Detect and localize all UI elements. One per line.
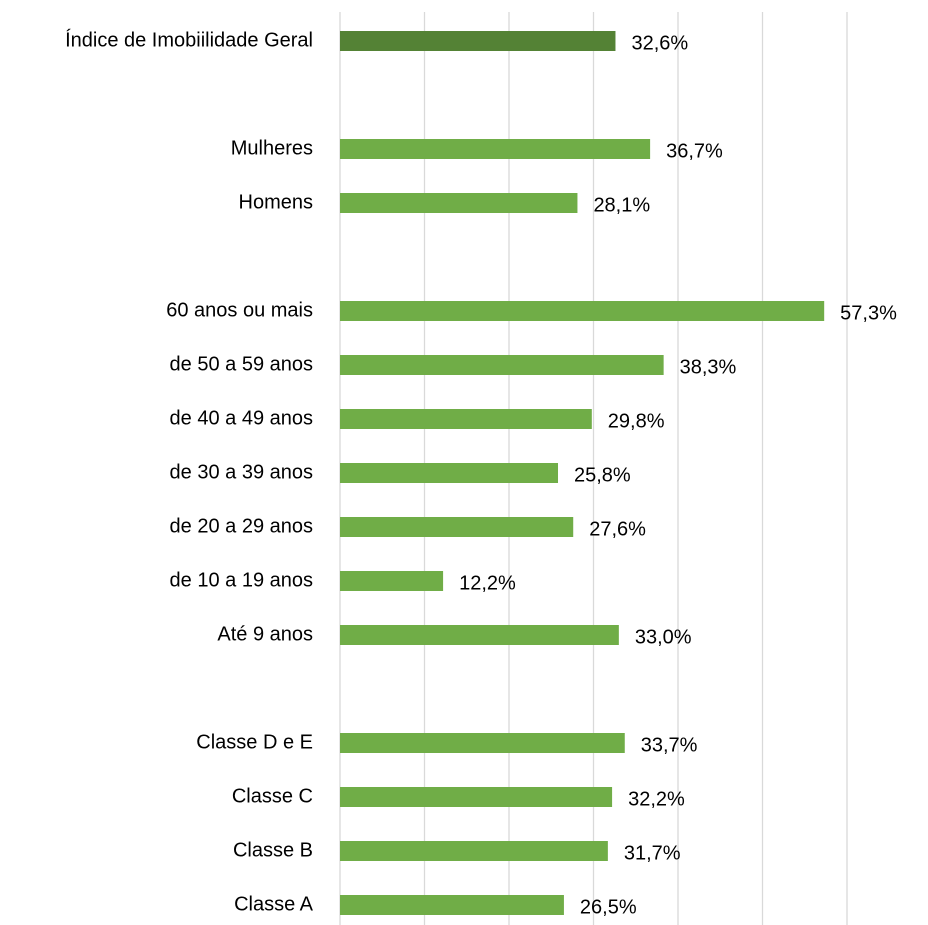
bar (340, 517, 574, 537)
data-label: 57,3% (840, 302, 897, 324)
bar (340, 733, 625, 753)
data-label: 27,6% (589, 518, 646, 540)
bar (340, 301, 825, 321)
bar (340, 895, 564, 915)
data-label: 28,1% (593, 194, 650, 216)
data-label: 12,2% (459, 572, 516, 594)
data-label: 29,8% (608, 410, 665, 432)
bar (340, 625, 619, 645)
y-tick-label: de 40 a 49 anos (170, 407, 313, 429)
data-label: 38,3% (680, 356, 737, 378)
y-tick-label: Até 9 anos (217, 623, 313, 645)
bar (340, 841, 608, 861)
y-tick-label: Classe C (232, 785, 313, 807)
bar (340, 787, 613, 807)
bar (340, 31, 616, 51)
bar (340, 355, 664, 375)
bar (340, 193, 578, 213)
bar (340, 571, 444, 591)
y-tick-label: 60 anos ou mais (166, 299, 313, 321)
data-label: 25,8% (574, 464, 631, 486)
y-tick-label: Índice de Imobiilidade Geral (65, 28, 313, 51)
y-tick-label: Classe B (233, 839, 313, 861)
y-tick-label: de 20 a 29 anos (170, 515, 313, 537)
data-label: 26,5% (580, 896, 637, 918)
data-label: 33,7% (641, 734, 698, 756)
y-tick-label: Mulheres (231, 137, 313, 159)
data-label: 32,6% (631, 32, 688, 54)
y-tick-label: Homens (239, 191, 313, 213)
data-label: 36,7% (666, 140, 723, 162)
y-tick-label: de 50 a 59 anos (170, 353, 313, 375)
bar (340, 409, 592, 429)
y-tick-label: de 10 a 19 anos (170, 569, 313, 591)
y-tick-label: de 30 a 39 anos (170, 461, 313, 483)
data-label: 32,2% (628, 788, 685, 810)
y-tick-label: Classe D e E (196, 731, 313, 753)
y-tick-label: Classe A (234, 893, 314, 915)
data-label: 31,7% (624, 842, 681, 864)
bar (340, 463, 559, 483)
data-label: 33,0% (635, 626, 692, 648)
bar (340, 139, 651, 159)
